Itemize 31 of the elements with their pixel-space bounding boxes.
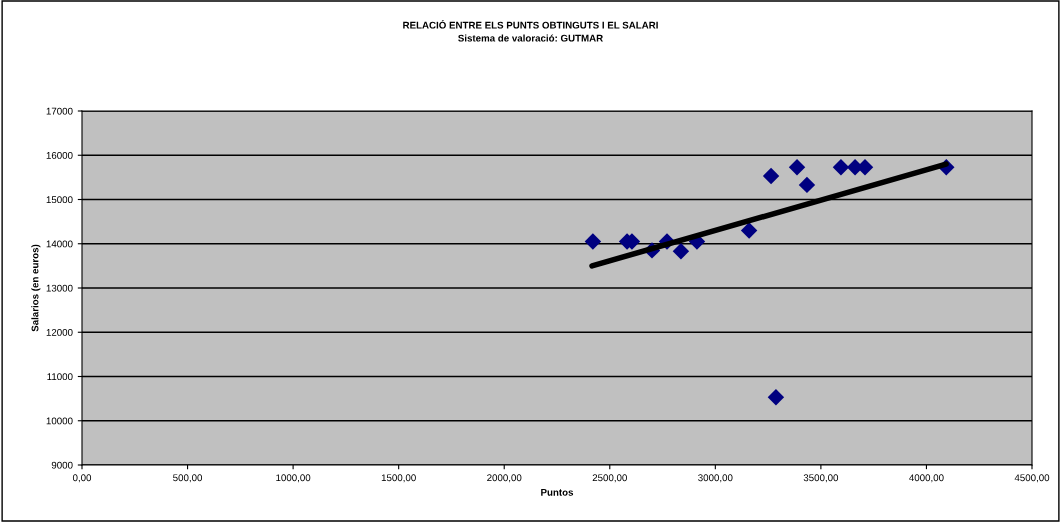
x-tick-label: 2000,00 [487, 474, 522, 483]
y-axis-title: Salarios (en euros) [31, 244, 41, 332]
x-tick-label: 3500,00 [803, 474, 839, 483]
point [740, 222, 758, 239]
y-tick-label: 11000 [47, 373, 73, 381]
x-tick-label: 1500,00 [381, 474, 416, 483]
y-tick-label: 16000 [46, 151, 73, 159]
y-tick-label: 12000 [46, 328, 73, 336]
x-tick-label: 2500,00 [592, 474, 627, 483]
y-tick-label: 13000 [46, 284, 73, 292]
chart-title: RELACIÓ ENTRE ELS PUNTS OBTINGUTS I EL SALARI [403, 19, 658, 29]
chart-subtitle: Sistema de valoració: GUTMAR [458, 34, 603, 42]
point [832, 158, 850, 176]
x-tick-label: 500,00 [173, 474, 203, 483]
point [762, 167, 780, 185]
x-tick-label: 1000,00 [276, 474, 311, 483]
x-axis-title: Puntos [541, 489, 574, 496]
y-tick-label: 9000 [51, 461, 73, 469]
y-tick-label: 14000 [46, 240, 73, 248]
y-tick-label: 17000 [46, 107, 73, 115]
x-tick-label: 0,00 [72, 474, 92, 483]
x-tick-label: 3000,00 [698, 474, 733, 483]
x-tick-label: 4000,00 [909, 474, 944, 483]
point [798, 176, 816, 194]
point [584, 233, 602, 250]
x-tick-label: 4500,00 [1014, 474, 1050, 483]
point [788, 158, 806, 176]
y-tick-label: 15000 [46, 196, 73, 204]
point [767, 389, 785, 406]
point [672, 243, 690, 260]
y-tick-label: 10000 [46, 417, 73, 425]
